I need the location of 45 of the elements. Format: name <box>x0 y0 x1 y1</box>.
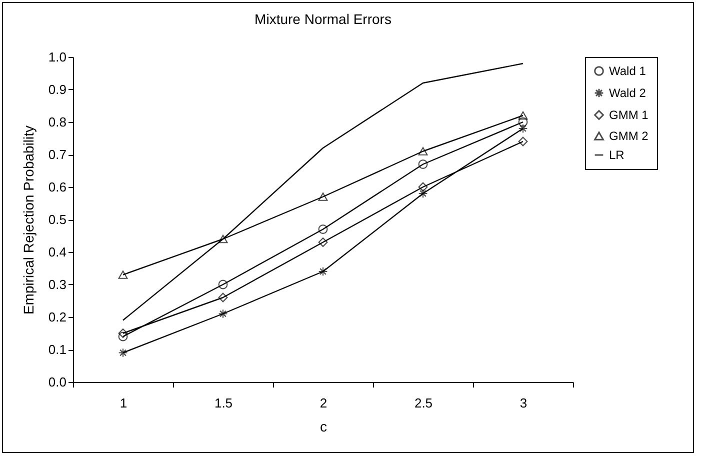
legend-label: GMM 1 <box>609 108 649 122</box>
x-tick-label: 2 <box>320 396 328 410</box>
y-tick-label: 1.0 <box>48 50 66 64</box>
chart-title: Mixture Normal Errors <box>254 11 392 27</box>
y-axis-title: Empirical Rejection Probability <box>20 125 36 315</box>
point <box>218 292 228 302</box>
x-tick-label: 3 <box>520 396 528 410</box>
point <box>418 160 428 169</box>
point <box>118 270 128 279</box>
y-tick-label: 0.3 <box>48 277 66 292</box>
point <box>318 238 328 247</box>
y-tick-label: 0.7 <box>48 147 66 162</box>
y-tick-label: 0.5 <box>48 212 66 227</box>
point <box>418 188 428 198</box>
point <box>418 147 428 156</box>
y-tick-label: 0.0 <box>48 374 66 390</box>
point <box>518 117 528 127</box>
y-tick-label: 0.4 <box>48 244 66 260</box>
point <box>518 124 528 134</box>
legend-label: GMM 2 <box>609 129 649 143</box>
x-axis-title: c <box>320 418 327 434</box>
legend-label: LR <box>609 148 625 162</box>
point <box>318 266 328 276</box>
point <box>318 192 328 201</box>
y-tick-label: 0.1 <box>48 342 66 357</box>
y-tick-label: 0.6 <box>48 180 66 194</box>
point <box>118 328 128 338</box>
x-tick-label: 1.5 <box>214 396 233 410</box>
point <box>218 309 228 318</box>
point <box>118 348 128 358</box>
legend-label: Wald 1 <box>609 64 646 78</box>
x-tick-label: 2.5 <box>414 396 433 410</box>
x-tick-label: 1 <box>120 396 128 410</box>
point <box>518 111 528 120</box>
point <box>218 234 228 244</box>
y-tick-label: 0.2 <box>48 310 66 324</box>
point <box>418 182 428 192</box>
point <box>118 332 128 342</box>
y-tick-label: 0.8 <box>48 114 66 130</box>
point <box>318 224 328 234</box>
point <box>218 280 228 290</box>
point <box>518 136 528 146</box>
y-tick-label: 0.9 <box>48 82 66 97</box>
legend-label: Wald 2 <box>609 86 646 100</box>
line-series <box>122 62 524 321</box>
